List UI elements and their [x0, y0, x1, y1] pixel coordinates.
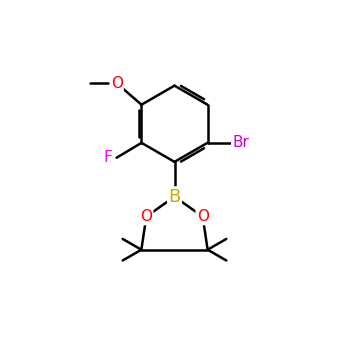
Text: O: O	[111, 75, 122, 91]
Text: Br: Br	[232, 135, 249, 150]
Text: B: B	[168, 188, 181, 206]
Text: F: F	[104, 150, 113, 165]
Text: O: O	[197, 209, 209, 224]
Text: methyl: methyl	[86, 83, 91, 84]
Text: O: O	[140, 209, 152, 224]
